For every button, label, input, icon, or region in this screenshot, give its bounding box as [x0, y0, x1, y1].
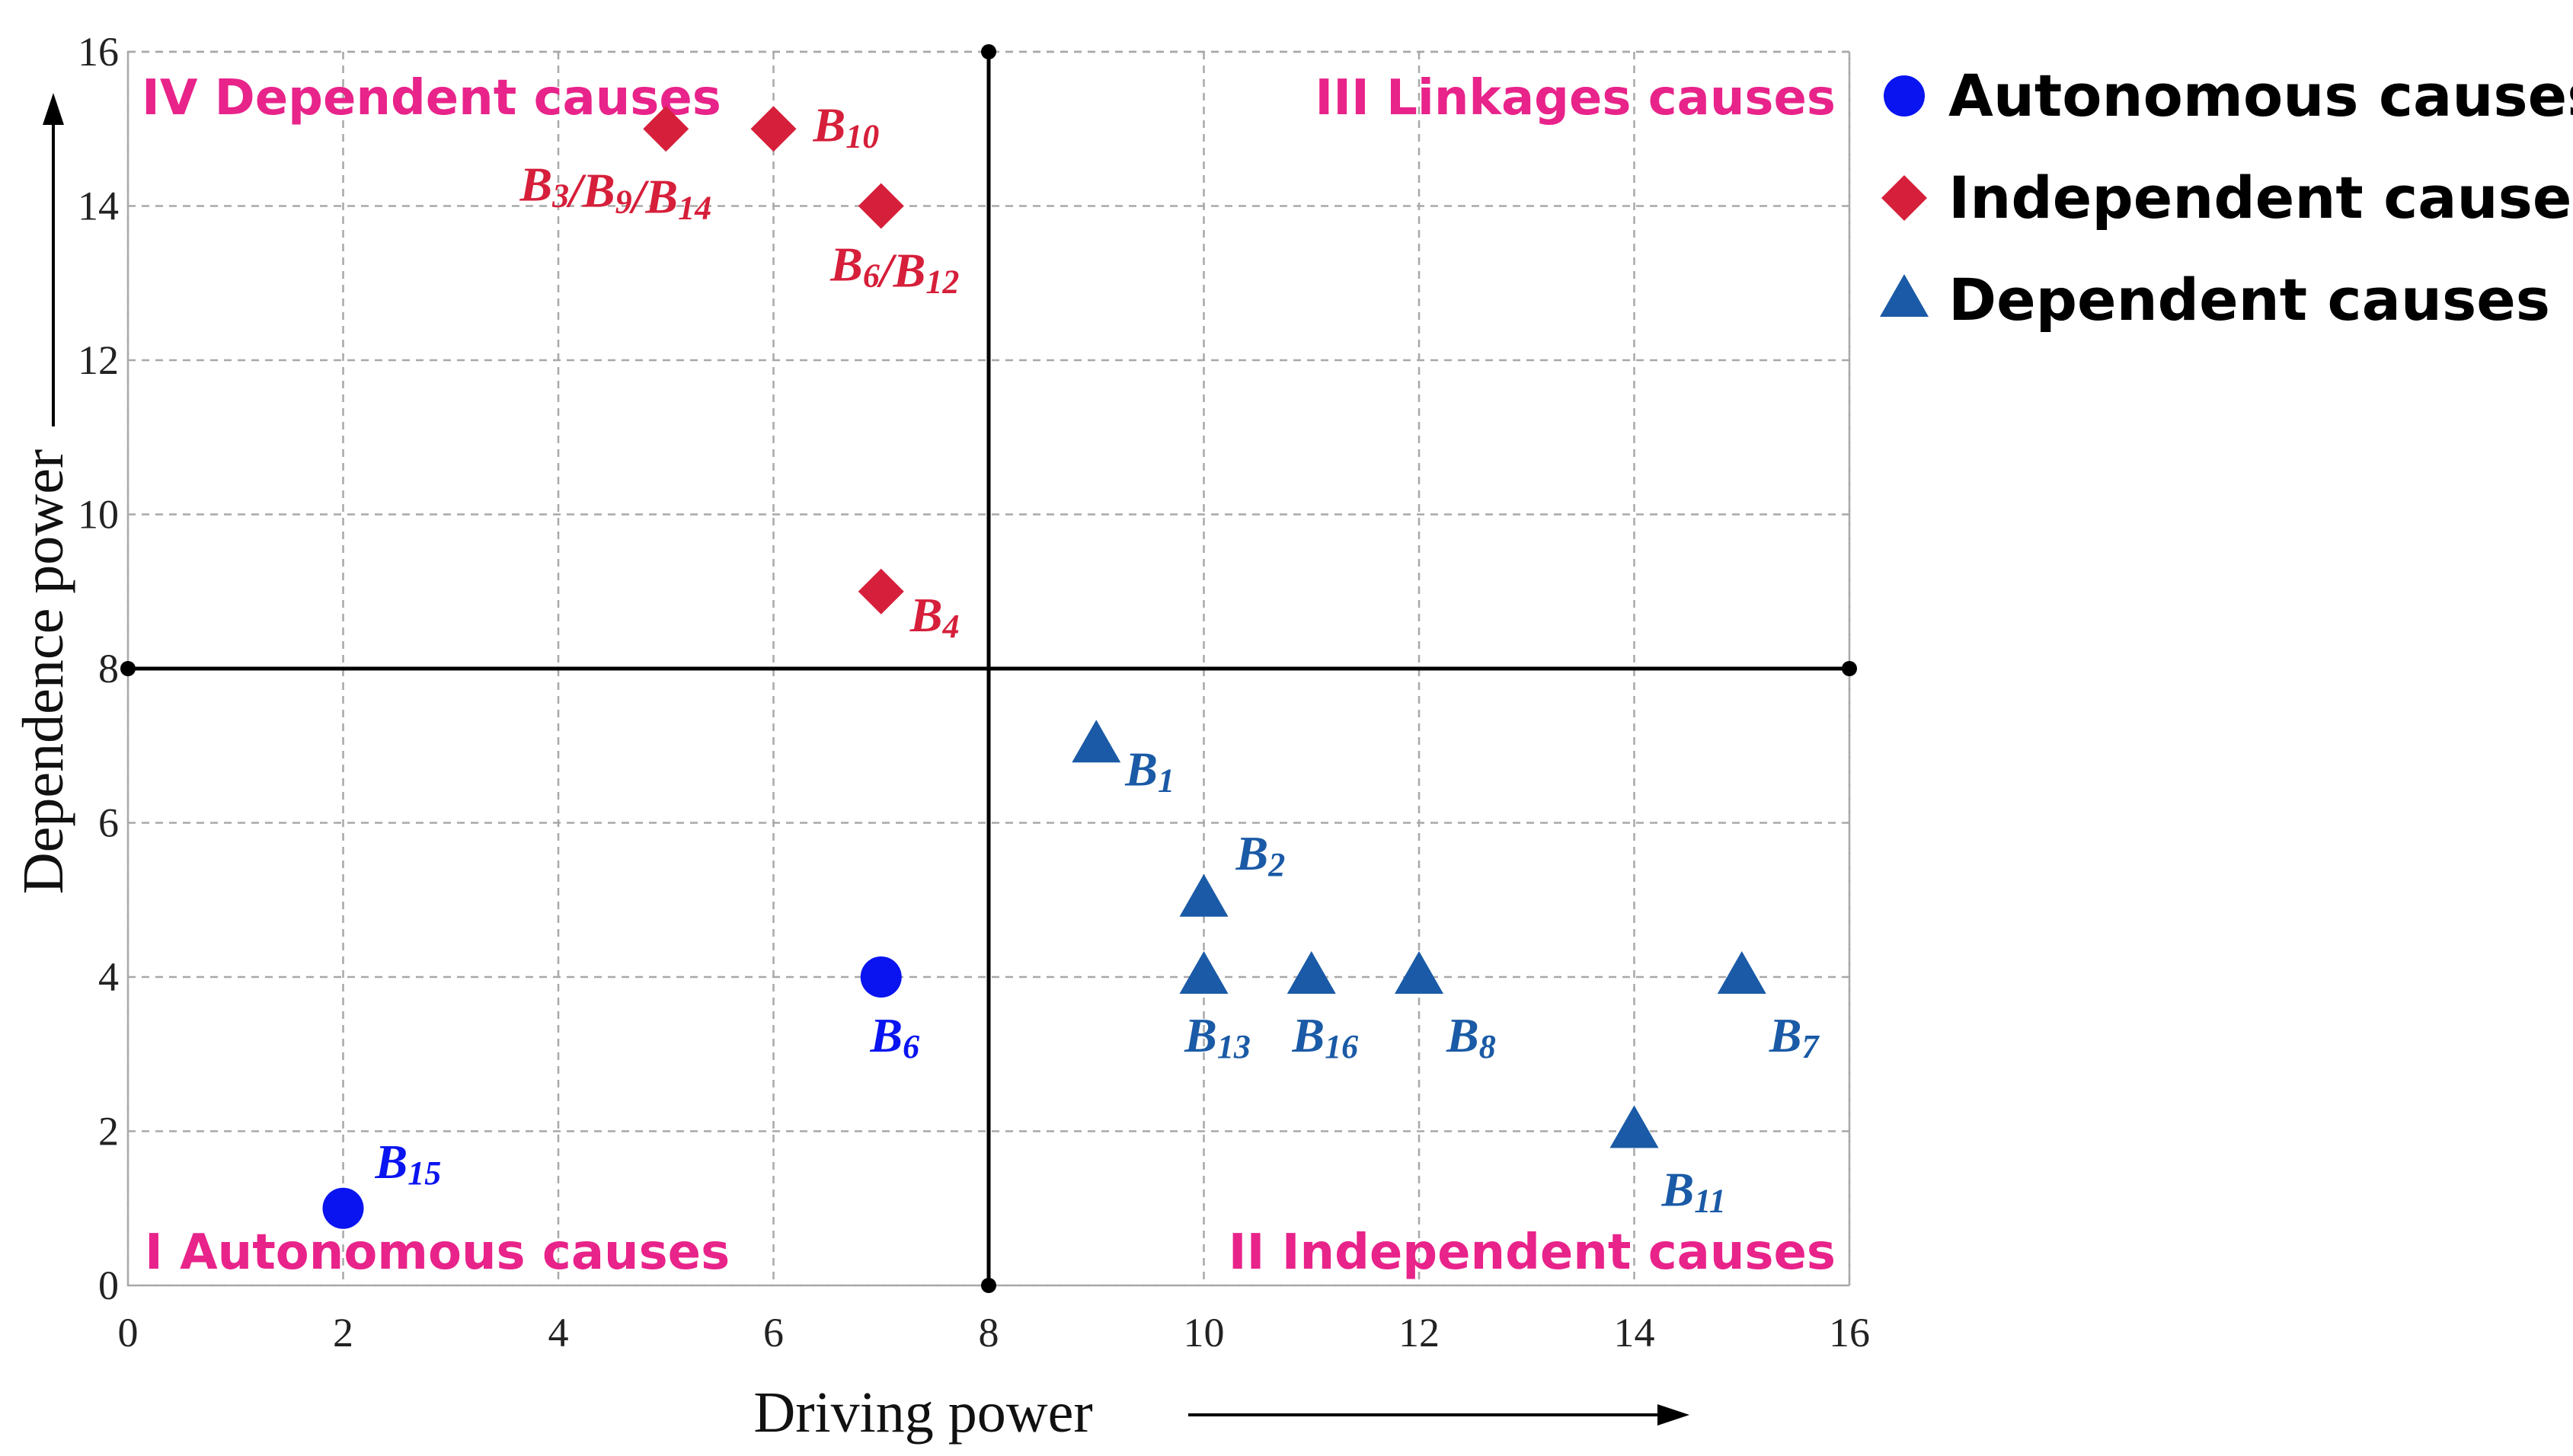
x-tick-label: 6: [763, 1310, 784, 1355]
point-label: B6: [869, 1008, 919, 1065]
quadrant-label-q1: I Autonomous causes: [145, 1225, 730, 1281]
legend-dependent-icon: [1880, 274, 1929, 317]
x-tick-label: 0: [118, 1310, 139, 1355]
divider-endpoint: [120, 661, 136, 676]
point-label: B8: [1446, 1008, 1496, 1065]
y-tick-label: 8: [98, 646, 119, 691]
dependent-marker: [1609, 1105, 1659, 1148]
dependent-marker: [1072, 720, 1121, 763]
x-tick-label: 16: [1829, 1310, 1870, 1355]
independent-marker: [643, 106, 689, 152]
x-tick-label: 12: [1398, 1310, 1440, 1355]
tick-labels: 0 2 4 6 8 10 12 14 16 0 2 4 6 8 10 12 14 16: [78, 29, 1870, 1355]
y-tick-label: 2: [98, 1109, 119, 1154]
point-label: B13: [1184, 1008, 1251, 1065]
legend-label-autonomous: Autonomous causes: [1948, 62, 2573, 129]
point-label: B16: [1291, 1008, 1358, 1065]
y-tick-label: 4: [98, 954, 119, 1000]
point-label: B4: [909, 588, 960, 645]
y-tick-label: 14: [78, 184, 119, 229]
dependent-marker: [1717, 951, 1766, 994]
point-label: B6/B12: [829, 238, 959, 301]
legend-independent-icon: [1881, 175, 1927, 221]
independent-marker: [750, 106, 797, 152]
point-labels: B15 B6 B3/B9/B14 B10 B6/B12 B4 B1 B2 B13 B16 B8 B7 B…: [375, 97, 1820, 1219]
dependent-marker: [1179, 873, 1229, 917]
point-label: B15: [375, 1135, 442, 1192]
quadrant-label-q4: IV Dependent causes: [142, 70, 721, 126]
dependent-marker: [1286, 951, 1336, 994]
point-label: B1: [1124, 742, 1175, 799]
quadrant-label-q2: II Independent causes: [1229, 1225, 1836, 1281]
autonomous-marker: [322, 1187, 364, 1229]
y-tick-label: 10: [78, 492, 119, 538]
divider-endpoint: [1842, 661, 1857, 676]
x-tick-label: 10: [1184, 1310, 1225, 1355]
y-tick-label: 16: [78, 29, 119, 75]
y-tick-label: 0: [98, 1263, 119, 1308]
quadrant-label-q3: III Linkages causes: [1315, 70, 1836, 126]
x-axis-arrowhead: [1657, 1404, 1689, 1426]
point-label: B11: [1661, 1163, 1726, 1220]
x-tick-label: 14: [1614, 1310, 1655, 1355]
x-tick-label: 8: [979, 1310, 999, 1355]
dependent-marker: [1395, 951, 1443, 994]
data-points: [322, 106, 1766, 1229]
y-tick-label: 12: [78, 337, 119, 383]
y-axis-title: Dependence power: [11, 449, 75, 894]
legend: Autonomous causes Independent causes Depen…: [1880, 62, 2573, 334]
x-axis-title: Driving power: [753, 1381, 1092, 1445]
x-tick-label: 2: [333, 1310, 353, 1355]
axis-titles: Driving power Dependence power: [11, 93, 1689, 1445]
divider-endpoint: [981, 44, 996, 59]
point-label: B7: [1769, 1008, 1820, 1065]
point-label: B2: [1235, 826, 1286, 883]
autonomous-marker: [860, 956, 902, 998]
point-label: B3/B9/B14: [519, 157, 711, 226]
quadrant-dividers: [120, 44, 1857, 1293]
quadrant-labels: IV Dependent causes III Linkages causes I …: [142, 70, 1836, 1281]
point-label: B10: [813, 97, 880, 155]
dependent-marker: [1179, 951, 1229, 994]
legend-autonomous-icon: [1884, 75, 1925, 117]
legend-label-dependent: Dependent causes: [1948, 266, 2550, 334]
independent-marker: [858, 183, 904, 229]
y-tick-label: 6: [98, 800, 119, 846]
divider-endpoint: [981, 1278, 996, 1293]
x-tick-label: 4: [548, 1310, 569, 1355]
independent-marker: [858, 568, 904, 615]
legend-label-independent: Independent causes: [1948, 164, 2573, 231]
y-axis-arrowhead: [43, 93, 64, 125]
